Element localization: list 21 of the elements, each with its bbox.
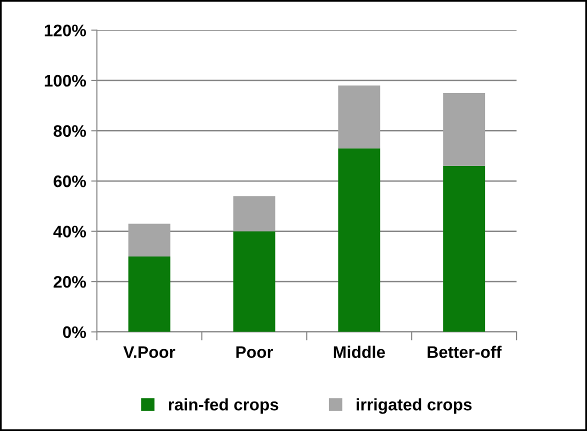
y-tick-label: 20%: [54, 276, 86, 288]
bar: [338, 85, 380, 148]
y-tick-label: 100%: [44, 74, 86, 87]
bar: [233, 196, 276, 232]
bar: [128, 256, 170, 332]
y-tick-label: 0%: [63, 326, 86, 338]
legend-label: irrigated crops: [356, 398, 472, 414]
x-tick-label: Middle: [334, 346, 385, 358]
bar: [233, 231, 276, 332]
y-tick-label: 80%: [54, 125, 86, 137]
bar: [128, 224, 170, 256]
y-tick-label: 40%: [53, 226, 86, 238]
bar: [338, 148, 380, 332]
x-tick-label: Better-off: [428, 346, 502, 358]
y-tick-label: 120%: [44, 24, 86, 36]
legend-label: rain-fed crops: [168, 398, 278, 414]
bar: [443, 93, 486, 166]
y-tick-label: 60%: [54, 175, 86, 188]
x-tick-label: Poor: [236, 346, 273, 358]
bar: [443, 166, 486, 332]
x-tick-label: V.Poor: [123, 346, 176, 358]
